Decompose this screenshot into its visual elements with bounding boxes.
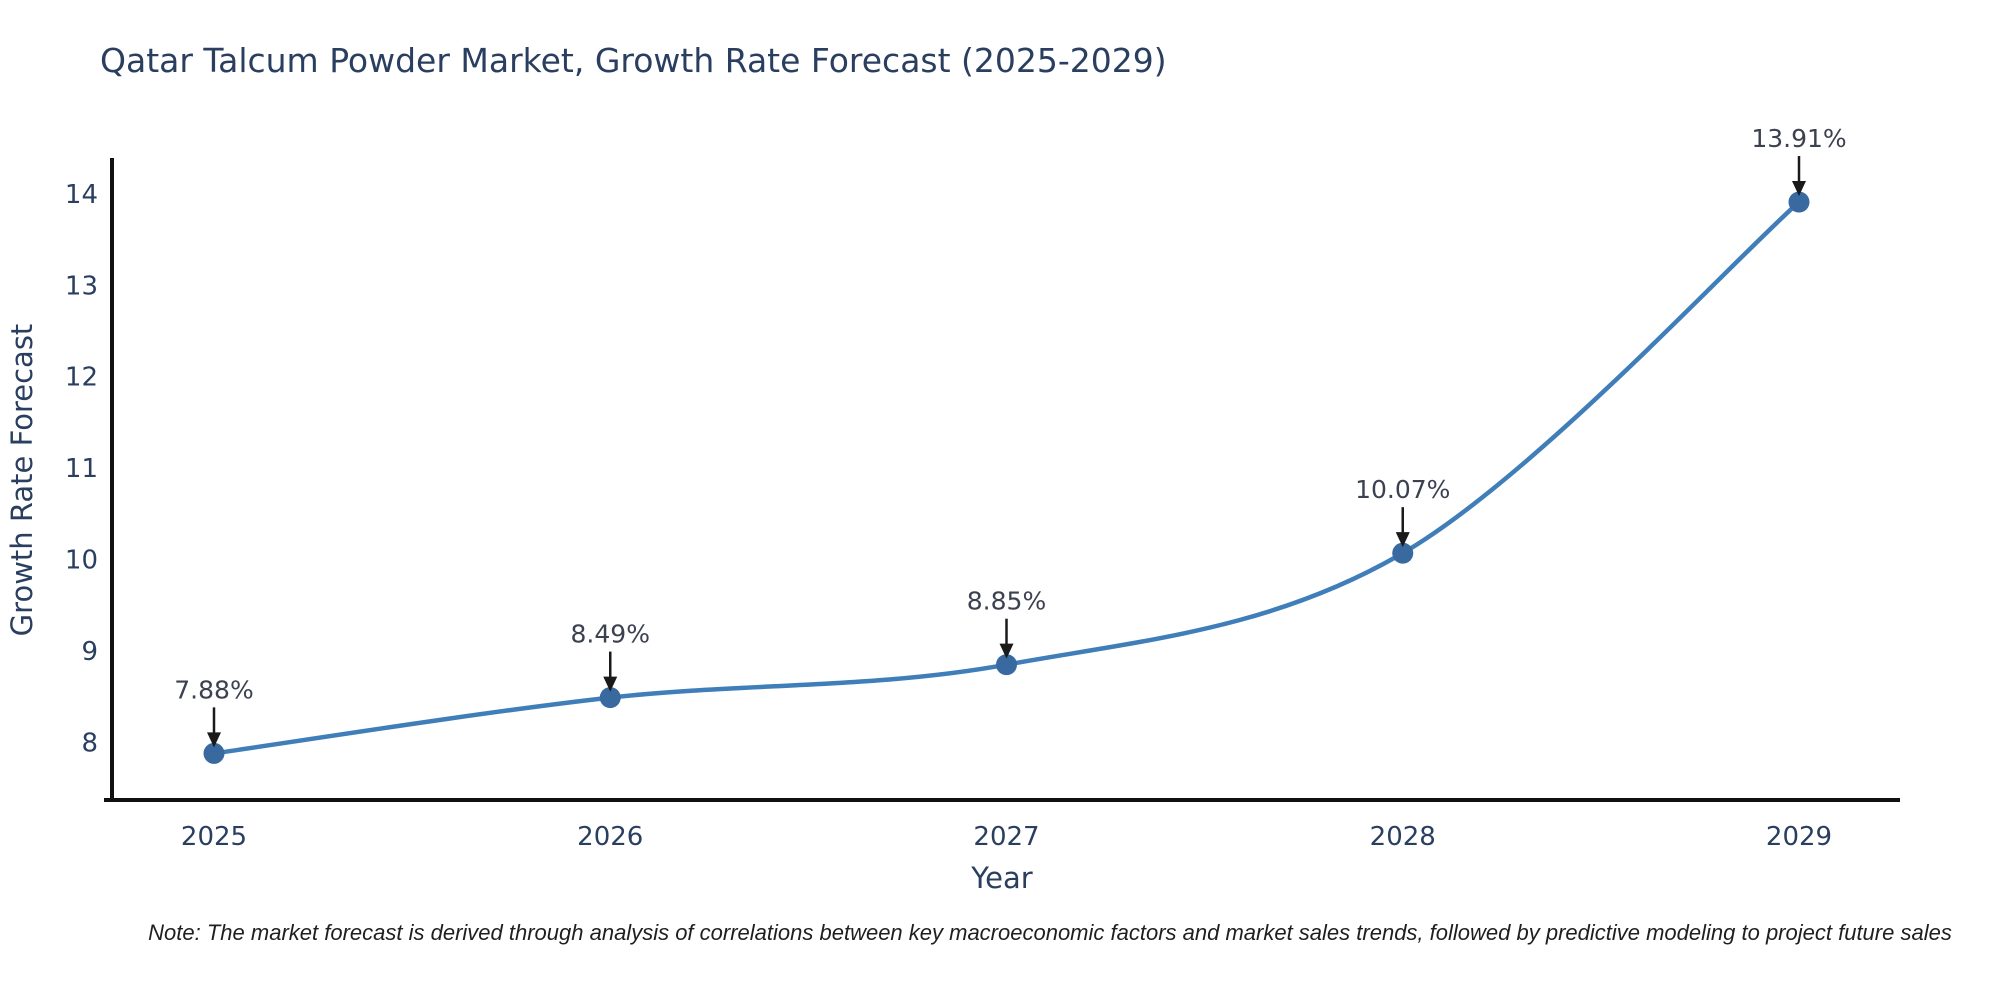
annotation-arrowhead-icon — [603, 676, 618, 692]
y-tick-label: 10 — [65, 546, 98, 576]
y-tick-label: 13 — [65, 271, 98, 301]
annotation-arrowhead-icon — [999, 643, 1014, 659]
x-tick-label: 2027 — [973, 822, 1039, 852]
point-value-label: 8.49% — [571, 620, 650, 649]
y-tick-label: 9 — [81, 637, 98, 667]
annotation-arrowhead-icon — [1792, 181, 1806, 197]
y-tick-label: 14 — [65, 180, 98, 210]
x-tick-label: 2025 — [181, 822, 247, 852]
chart-title: Qatar Talcum Powder Market, Growth Rate … — [100, 41, 1167, 80]
plot-area[interactable] — [112, 160, 1900, 800]
x-axis-title: Year — [970, 861, 1032, 895]
point-value-label: 10.07% — [1355, 475, 1450, 504]
series-line — [211, 199, 1802, 756]
point-value-label: 7.88% — [174, 675, 253, 704]
x-tick-label: 2026 — [577, 822, 643, 852]
footnote: Note: The market forecast is derived thr… — [148, 920, 1952, 945]
data-point-2029[interactable] — [1788, 191, 1810, 213]
x-tick-label: 2029 — [1766, 822, 1832, 852]
point-value-label: 8.85% — [967, 587, 1046, 616]
y-axis-spine — [110, 158, 114, 802]
y-tick-label: 11 — [65, 454, 98, 484]
x-axis-spine — [104, 798, 1900, 802]
y-axis-title: Growth Rate Forecast — [5, 324, 39, 637]
data-point-2027[interactable] — [996, 654, 1017, 676]
y-tick-label: 8 — [81, 728, 98, 758]
annotation-arrowhead-icon — [1395, 532, 1410, 548]
point-value-label: 13.91% — [1751, 124, 1846, 153]
y-tick-label: 12 — [65, 363, 98, 393]
x-tick-label: 2028 — [1370, 822, 1436, 852]
plot-layer: 8 9 10 11 12 13 14 2025 2026 2027 2028 2029 7.88% 8.4… — [65, 124, 1900, 852]
data-point-2026[interactable] — [599, 687, 621, 709]
annotation-arrowhead-icon — [207, 732, 221, 748]
data-point-2028[interactable] — [1392, 542, 1414, 564]
data-point-2025[interactable] — [203, 742, 225, 764]
